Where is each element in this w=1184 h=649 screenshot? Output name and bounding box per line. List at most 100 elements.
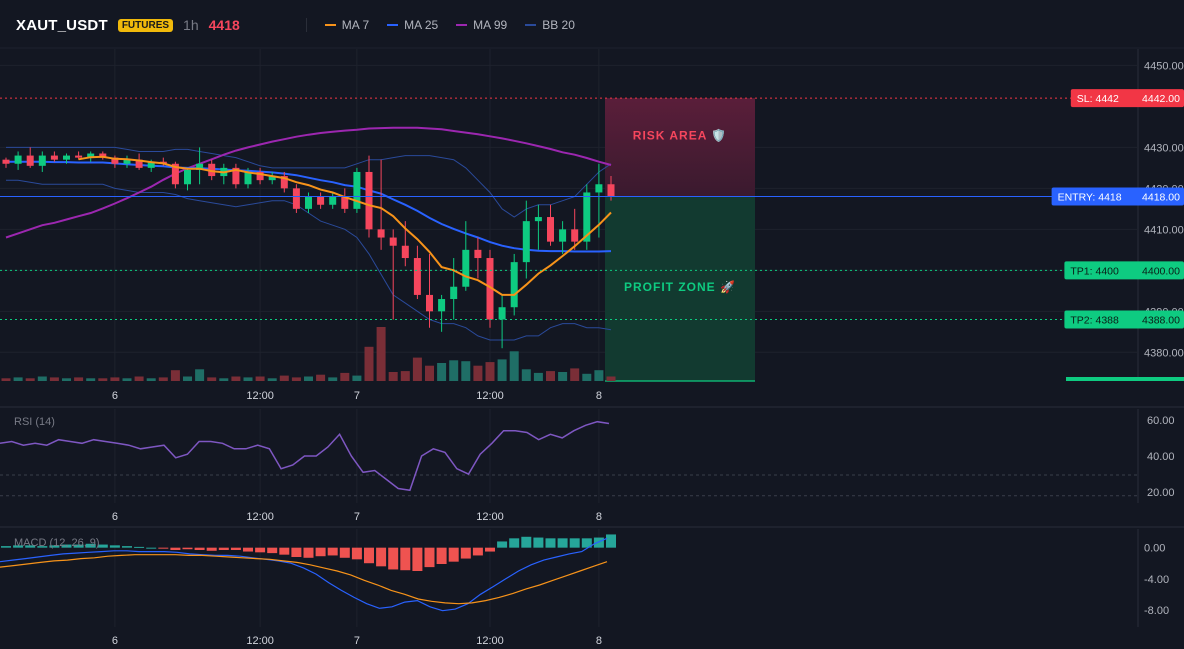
bb20-swatch-icon: [525, 24, 537, 26]
volume-bar: [594, 370, 604, 381]
macd-histogram-bar: [460, 547, 471, 559]
candle-body: [75, 155, 83, 158]
candle-body: [305, 196, 312, 209]
ma25-swatch-icon: [387, 24, 399, 26]
level-tag-label: ENTRY: 4418: [1058, 192, 1122, 204]
macd-histogram-bar: [25, 545, 36, 548]
macd-histogram-bar: [49, 545, 60, 548]
macd-histogram-bar: [569, 538, 580, 548]
volume-bar: [425, 365, 434, 381]
macd-histogram-bar: [412, 547, 423, 571]
candle-body: [26, 155, 34, 166]
volume-bar: [13, 377, 23, 381]
ma7-line: [78, 155, 612, 296]
bb-upper-line: [6, 146, 612, 218]
macd-histogram-bar: [472, 547, 483, 556]
futures-badge: FUTURES: [117, 18, 174, 32]
candle-body: [171, 163, 179, 185]
macd-histogram-bar: [376, 547, 387, 567]
legend-ma25[interactable]: MA 25: [387, 18, 438, 32]
candle-body: [522, 221, 530, 263]
volume-bar: [37, 376, 47, 381]
candle-body: [547, 217, 554, 242]
price-x-tick-label: 8: [596, 390, 602, 402]
bb-lower-line: [6, 179, 612, 341]
macd-histogram-bar: [593, 537, 604, 548]
rsi-title: RSI (14): [14, 416, 55, 428]
volume-bar: [352, 375, 362, 381]
candle-body: [123, 159, 131, 164]
volume-bar: [1, 378, 11, 381]
macd-histogram-bar: [509, 538, 520, 548]
candle-body: [329, 196, 337, 205]
volume-bar: [461, 361, 471, 381]
macd-histogram-bar: [194, 547, 205, 550]
candle-body: [438, 299, 446, 312]
volume-bar: [521, 369, 531, 381]
ma25-line: [6, 160, 612, 253]
price-y-tick-label: 4430.00: [1144, 142, 1184, 154]
candle-body: [63, 155, 70, 160]
volume-bar: [316, 374, 326, 381]
symbol-name[interactable]: XAUT_USDT: [16, 16, 108, 34]
timeframe-label[interactable]: 1h: [183, 17, 199, 33]
candle-body: [184, 169, 191, 185]
macd-line: [0, 537, 608, 612]
macd-histogram-bar: [581, 538, 592, 548]
macd-x-tick-label: 8: [596, 635, 602, 647]
legend-ma7[interactable]: MA 7: [324, 18, 370, 32]
legend-label: MA 99: [473, 18, 508, 32]
candle-body: [232, 167, 240, 185]
candle-body: [486, 258, 494, 320]
candle-body: [534, 217, 542, 222]
volume-bar: [497, 359, 507, 381]
ma7-swatch-icon: [324, 24, 336, 26]
rsi-line: [0, 420, 610, 492]
ma99-line: [5, 126, 612, 239]
volume-bar: [195, 369, 205, 381]
volume-bar: [231, 376, 241, 381]
macd-histogram-bar: [230, 547, 241, 550]
macd-x-tick-label: 7: [354, 635, 360, 647]
legend-label: MA 7: [341, 18, 370, 32]
level-tag: [1051, 187, 1184, 206]
volume-bar: [267, 378, 277, 381]
volume-bar: [304, 376, 313, 381]
macd-x-tick-label: 12:00: [476, 635, 504, 647]
candle-body: [559, 229, 567, 242]
macd-histogram-bar: [351, 547, 362, 560]
candle-body: [498, 307, 506, 320]
candle-body: [401, 245, 409, 259]
macd-histogram-bar: [122, 546, 132, 548]
volume-bar: [243, 377, 253, 381]
volume-bar: [340, 372, 350, 381]
macd-histogram-bar: [315, 547, 326, 557]
volume-bar: [388, 372, 398, 381]
rsi-x-tick-label: 12:00: [246, 511, 274, 523]
volume-bar: [437, 363, 447, 381]
candle-body: [389, 237, 397, 246]
macd-histogram-bar: [182, 547, 193, 550]
legend-bb20[interactable]: BB 20: [525, 18, 575, 32]
macd-histogram-bar: [497, 541, 508, 548]
volume-bar: [328, 377, 338, 381]
macd-histogram-bar: [448, 547, 459, 562]
candle-body: [2, 159, 10, 164]
macd-histogram-bar: [521, 536, 532, 548]
macd-y-tick-label: 0.00: [1144, 543, 1165, 555]
volume-bar: [74, 377, 84, 381]
volume-bar: [158, 377, 168, 381]
candle-body: [99, 153, 107, 158]
price-y-tick-label: 4410.00: [1144, 224, 1184, 236]
level-tag-label: TP2: 4388: [1070, 315, 1119, 327]
macd-histogram-bar: [267, 547, 278, 554]
price-x-tick-label: 6: [112, 390, 118, 402]
macd-title: MACD (12, 26, 9): [14, 537, 100, 549]
legend-ma99[interactable]: MA 99: [456, 18, 507, 32]
macd-histogram-bar: [170, 547, 181, 550]
volume-bar: [485, 362, 495, 381]
level-tag: [1064, 310, 1184, 329]
macd-y-tick-label: -4.00: [1144, 574, 1169, 586]
level-tag-value: 4400.00: [1142, 265, 1180, 277]
